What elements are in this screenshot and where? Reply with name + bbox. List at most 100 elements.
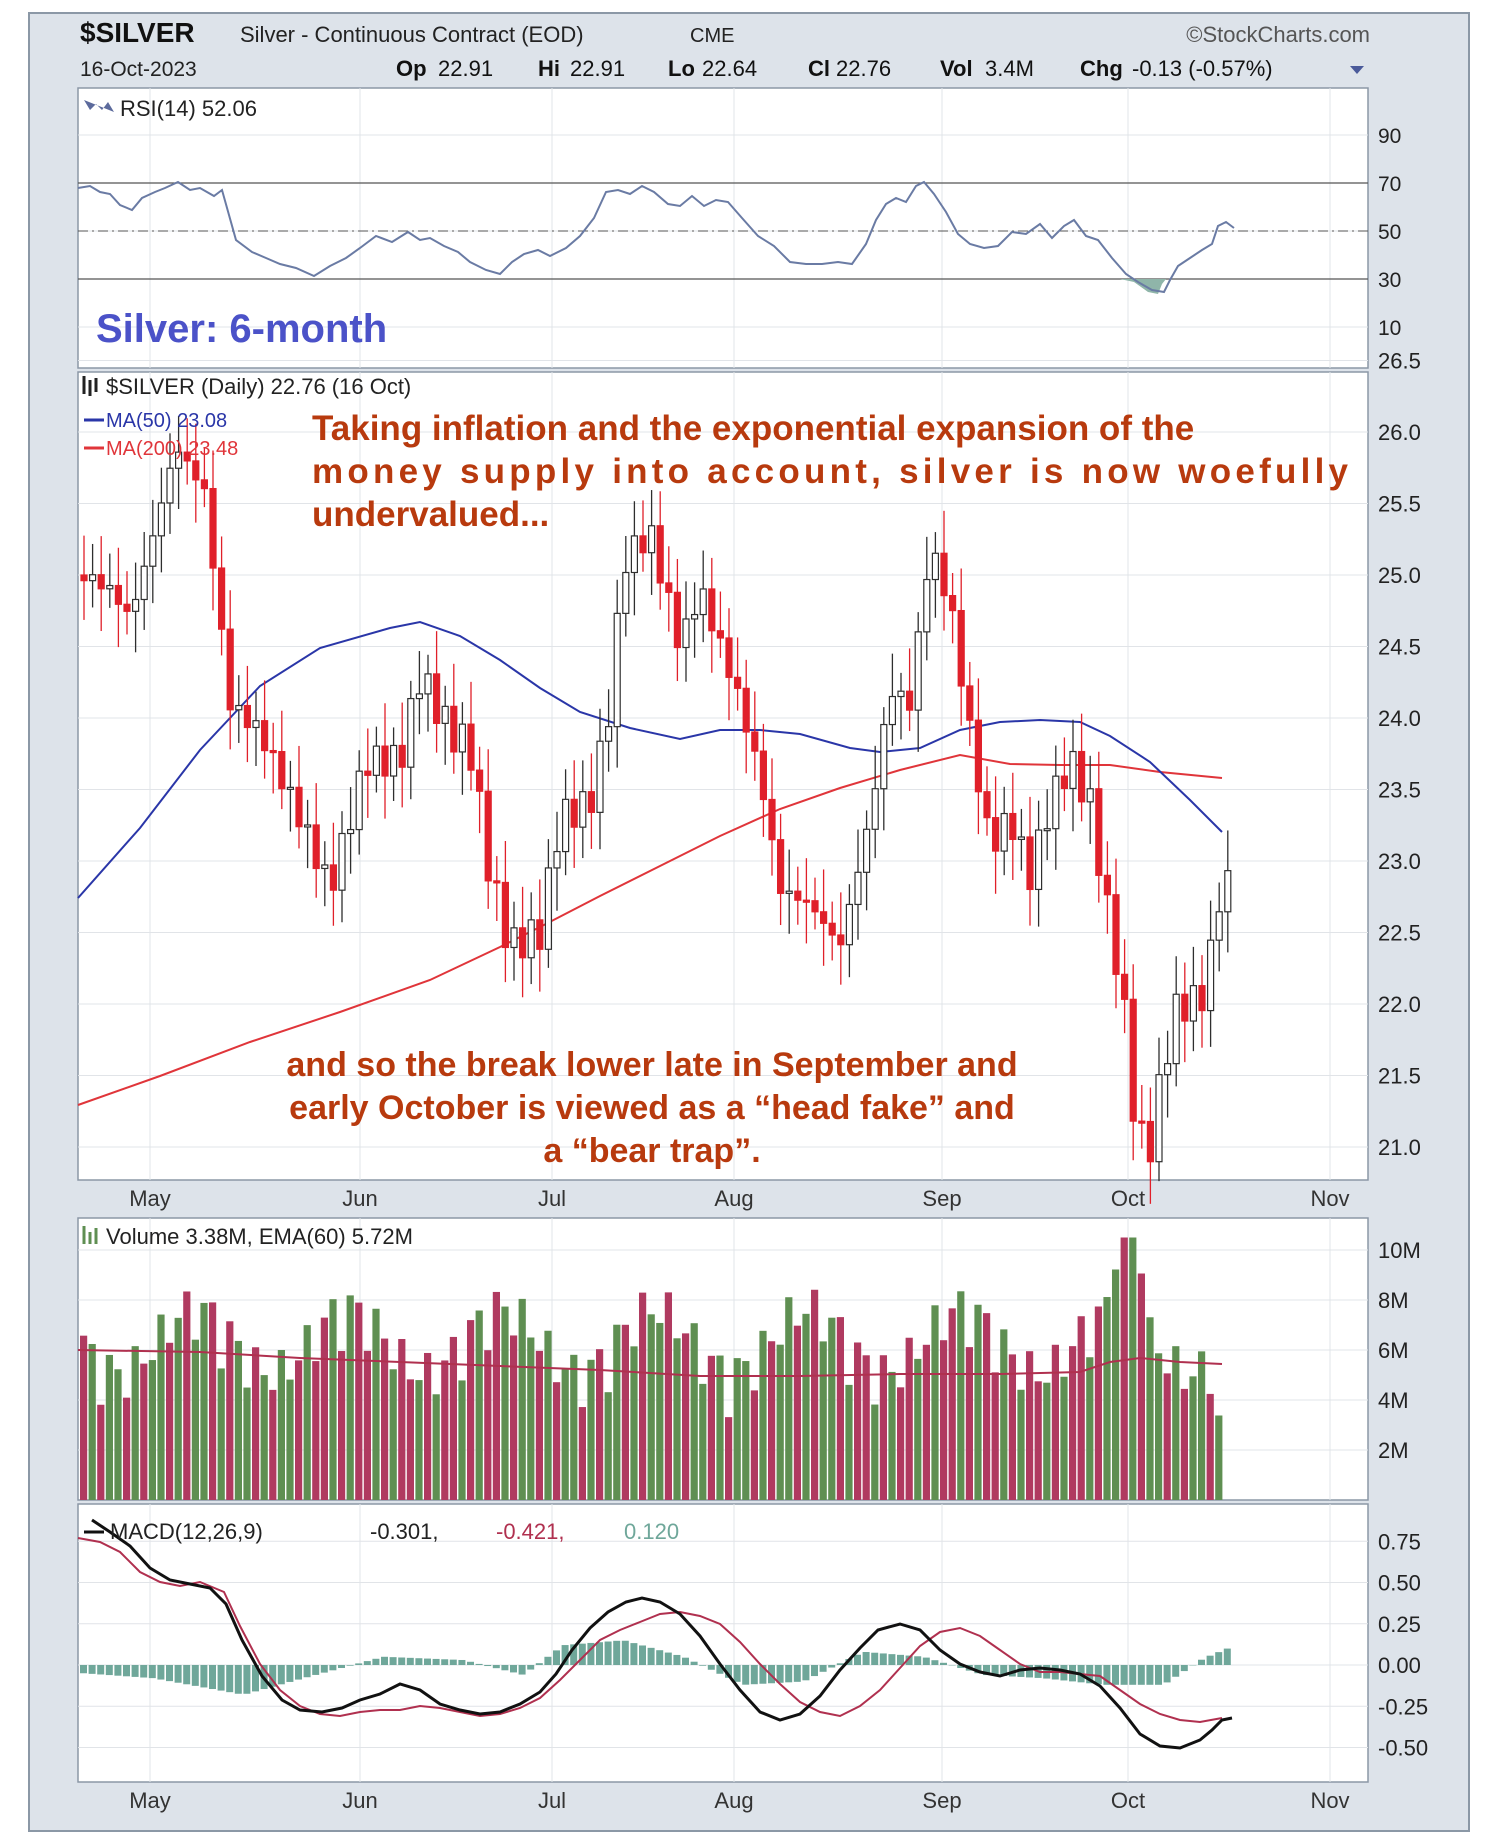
macd-hist-bar — [888, 1654, 896, 1665]
macd-hist-bar — [914, 1656, 922, 1665]
volume-bar — [88, 1343, 96, 1500]
price-bar-body — [888, 695, 897, 726]
macd-hist-bar — [699, 1665, 707, 1666]
macd-hist-bar — [1129, 1665, 1137, 1685]
macd-hist-bar — [785, 1665, 793, 1683]
macd-hist-bar — [148, 1665, 156, 1679]
macd-hist-bar — [578, 1643, 586, 1665]
macd-hist-bar — [905, 1655, 913, 1665]
macd-hist-bar — [836, 1663, 844, 1665]
price-bar-body — [544, 867, 553, 950]
price-bar-body — [708, 588, 716, 632]
volume-bar — [312, 1361, 320, 1500]
volume-bar — [226, 1321, 234, 1500]
price-bar-body — [510, 927, 518, 949]
price-bar-body — [286, 786, 294, 790]
volume-bar — [905, 1337, 913, 1500]
axis-tick-label: 8M — [1378, 1288, 1409, 1313]
price-bar-body — [527, 919, 535, 959]
month-tick-label: May — [129, 1186, 171, 1211]
volume-bar — [664, 1292, 672, 1500]
macd-hist-bar — [854, 1654, 861, 1665]
op-value: 22.91 — [438, 56, 493, 81]
annotation-top-line-3: undervalued... — [312, 495, 549, 534]
ma200-line — [77, 753, 1223, 1106]
rsi-legend: RSI(14) 52.06 — [120, 96, 257, 121]
rsi-panel: RSI(14) 52.06 Silver: 6-month 90 70 50 30 10 — [77, 87, 1401, 369]
volume-bar — [518, 1298, 526, 1500]
chevron-down-icon[interactable] — [1350, 66, 1364, 74]
volume-bar — [424, 1352, 432, 1500]
macd-hist-bar — [303, 1665, 311, 1678]
volume-bar — [854, 1342, 862, 1500]
volume-bar — [673, 1338, 681, 1500]
macd-hist-bar — [346, 1665, 354, 1666]
macd-hist-bar — [940, 1662, 947, 1665]
price-bar-body — [157, 502, 165, 537]
macd-hist-bar — [518, 1665, 526, 1675]
axis-tick-label: 22.0 — [1378, 992, 1421, 1017]
macd-hist-bar — [1206, 1655, 1214, 1665]
macd-hist-bar — [424, 1658, 431, 1665]
ma50-legend: MA(50) 23.08 — [106, 410, 227, 432]
volume-bar — [914, 1358, 922, 1500]
price-bar-body — [647, 525, 656, 554]
volume-bar — [750, 1390, 758, 1500]
volume-bar — [647, 1314, 655, 1500]
volume-bar — [303, 1325, 311, 1500]
volume-bar — [570, 1354, 578, 1500]
macd-hist-bar — [1146, 1665, 1154, 1685]
macd-month-axis: May Jun Jul Aug Sep Oct Nov — [129, 1788, 1349, 1813]
chg-label: Chg — [1080, 56, 1123, 81]
macd-hist-bar — [587, 1642, 595, 1665]
price-bar-body — [278, 751, 286, 790]
volume-bar — [234, 1340, 242, 1500]
lo-label: Lo — [668, 56, 695, 81]
volume-bar — [105, 1354, 113, 1500]
price-bar-body — [175, 451, 183, 469]
macd-hist-bar — [492, 1665, 500, 1669]
price-bar-body — [192, 460, 200, 481]
macd-line — [91, 1518, 1233, 1750]
price-bar-body — [312, 824, 320, 870]
volume-bar — [535, 1350, 543, 1500]
instrument-name: Silver - Continuous Contract (EOD) — [240, 22, 584, 47]
symbol: $SILVER — [80, 17, 195, 48]
hi-label: Hi — [538, 56, 560, 81]
volume-bar — [561, 1368, 569, 1500]
volume-bar — [948, 1308, 956, 1500]
axis-tick-label: 26.0 — [1378, 420, 1421, 445]
macd-hist-bar — [338, 1665, 345, 1669]
macd-hist-bar — [828, 1665, 836, 1668]
volume-bar — [286, 1379, 294, 1500]
volume-bar — [819, 1341, 827, 1500]
month-tick-label: Oct — [1111, 1186, 1145, 1211]
price-bar-body — [1172, 993, 1180, 1065]
price-bar-body — [1043, 828, 1051, 832]
price-bar-body — [88, 574, 97, 582]
volume-bar — [1120, 1237, 1128, 1500]
volume-bar — [114, 1369, 122, 1500]
chart-header: $SILVER Silver - Continuous Contract (EO… — [80, 17, 1370, 81]
volume-bar — [389, 1369, 397, 1500]
price-bar-body — [1198, 985, 1206, 1012]
price-bar-body — [415, 693, 423, 700]
macd-hist-bar — [725, 1665, 732, 1678]
price-bar-body — [974, 719, 983, 793]
price-bar-body — [476, 769, 484, 792]
axis-tick-label: 26.5 — [1378, 349, 1421, 374]
volume-bar — [793, 1325, 801, 1500]
macd-hist-bar — [656, 1650, 664, 1665]
month-tick-label: Nov — [1310, 1186, 1349, 1211]
volume-bar — [295, 1360, 303, 1500]
price-bar-body — [424, 673, 432, 695]
macd-histogram — [80, 1640, 1231, 1694]
axis-tick-label: 50 — [1378, 221, 1401, 244]
volume-bar — [802, 1313, 810, 1500]
volume-bar — [80, 1335, 88, 1500]
price-bar-body — [897, 690, 905, 698]
price-bar-body — [716, 630, 725, 639]
macd-hist-bar — [871, 1652, 879, 1665]
macd-hist-bar — [372, 1658, 380, 1665]
price-bar-body — [1224, 870, 1232, 913]
